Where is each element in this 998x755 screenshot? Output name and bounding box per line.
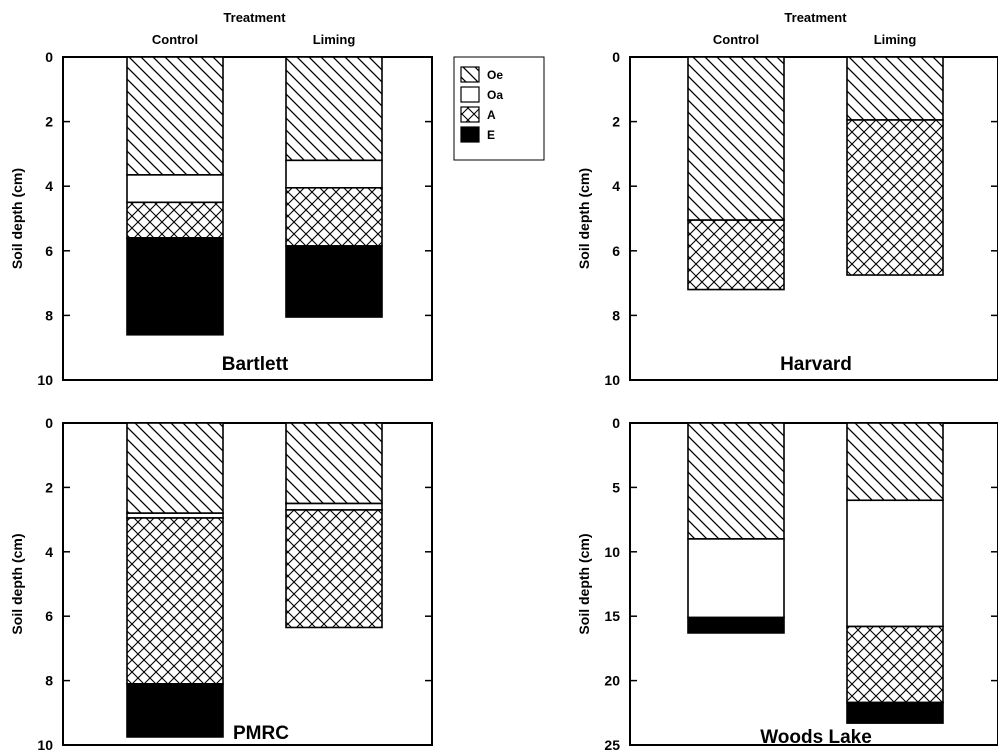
category-label-liming: Liming xyxy=(874,32,917,47)
y-axis-title: Soil depth (cm) xyxy=(576,533,592,634)
y-tick-label: 10 xyxy=(604,372,620,388)
site-label: Woods Lake xyxy=(760,727,872,748)
treatment-header: Treatment xyxy=(223,10,286,25)
site-label: PMRC xyxy=(233,723,289,744)
legend-swatch-oe xyxy=(460,66,480,83)
bar-segment-oe-liming xyxy=(846,56,944,121)
bar-segment-a-control xyxy=(126,517,224,685)
bar-segment-oe-liming xyxy=(846,422,944,502)
y-tick-label: 8 xyxy=(45,673,53,689)
chart-panel-1: 0 2 4 6 8 10 Soil depth (cm) Treatment Control Li… xyxy=(576,10,998,388)
y-tick-label: 8 xyxy=(612,307,620,323)
bar-segment-a-control xyxy=(687,219,785,291)
category-label-liming: Liming xyxy=(313,32,356,47)
bar-segment-a-control xyxy=(126,201,224,239)
legend-label-a: A xyxy=(487,108,496,122)
y-tick-label: 4 xyxy=(45,178,53,194)
y-tick-label: 6 xyxy=(612,243,620,259)
bar-segment-e-liming xyxy=(846,701,944,724)
y-tick-label: 10 xyxy=(37,737,53,753)
bar-segment-a-liming xyxy=(846,625,944,704)
bar-segment-a-liming xyxy=(285,187,383,247)
site-label: Bartlett xyxy=(222,354,289,375)
y-tick-label: 6 xyxy=(45,608,53,624)
site-label: Harvard xyxy=(780,354,852,375)
bar-segment-oe-control xyxy=(126,422,224,514)
y-tick-label: 15 xyxy=(604,608,620,624)
bar-segment-oa-liming xyxy=(846,499,944,628)
y-tick-label: 2 xyxy=(45,114,53,130)
bar-segment-oe-control xyxy=(687,422,785,540)
legend-label-oa: Oa xyxy=(487,88,503,102)
y-tick-label: 10 xyxy=(37,372,53,388)
bar-segment-e-control xyxy=(687,616,785,634)
y-tick-label: 0 xyxy=(612,415,620,431)
legend-swatch-oa xyxy=(460,86,480,103)
y-tick-label: 2 xyxy=(45,479,53,495)
y-axis-title: Soil depth (cm) xyxy=(9,168,25,269)
category-label-control: Control xyxy=(152,32,198,47)
bar-segment-oa-liming xyxy=(285,159,383,189)
y-tick-label: 4 xyxy=(612,178,620,194)
bar-segment-e-liming xyxy=(285,245,383,318)
bar-segment-oe-liming xyxy=(285,56,383,162)
y-tick-label: 25 xyxy=(604,737,620,753)
bar-segment-oe-control xyxy=(126,56,224,176)
plot-frame xyxy=(629,422,998,746)
y-tick-label: 2 xyxy=(612,114,620,130)
chart-panel-0: 0 2 4 6 8 10 Soil depth (cm) Treatment Control Li… xyxy=(9,10,433,388)
legend-swatch-e xyxy=(460,126,480,143)
bar-segment-a-liming xyxy=(285,509,383,629)
y-tick-label: 0 xyxy=(45,49,53,65)
legend-label-e: E xyxy=(487,128,495,142)
y-tick-label: 20 xyxy=(604,673,620,689)
chart-panel-2: 0 2 4 6 8 10 Soil depth (cm) PMRC xyxy=(9,415,433,753)
bar-segment-oa-control xyxy=(126,174,224,204)
bar-segment-e-control xyxy=(126,683,224,738)
bar-segment-e-control xyxy=(126,237,224,336)
plot-frame xyxy=(62,422,433,746)
bar-segment-a-liming xyxy=(846,119,944,276)
legend-swatch-a xyxy=(460,106,480,123)
bar-segment-oa-control xyxy=(687,538,785,619)
y-tick-label: 6 xyxy=(45,243,53,259)
y-tick-label: 5 xyxy=(612,479,620,495)
bar-segment-oe-liming xyxy=(285,422,383,505)
legend-label-oe: Oe xyxy=(487,68,503,82)
treatment-header: Treatment xyxy=(784,10,847,25)
y-tick-label: 4 xyxy=(45,544,53,560)
plot-frame xyxy=(62,56,433,381)
y-axis-title: Soil depth (cm) xyxy=(576,168,592,269)
legend: Oe Oa AE xyxy=(453,56,545,161)
category-label-control: Control xyxy=(713,32,759,47)
y-tick-label: 8 xyxy=(45,307,53,323)
y-tick-label: 10 xyxy=(604,544,620,560)
y-tick-label: 0 xyxy=(612,49,620,65)
bar-segment-oa-liming xyxy=(285,502,383,511)
plot-frame xyxy=(629,56,998,381)
chart-panel-3: 0 5 10 15 20 25 Soil depth (cm) Woods Lake xyxy=(576,415,998,753)
y-tick-label: 0 xyxy=(45,415,53,431)
y-axis-title: Soil depth (cm) xyxy=(9,533,25,634)
bar-segment-oe-control xyxy=(687,56,785,221)
